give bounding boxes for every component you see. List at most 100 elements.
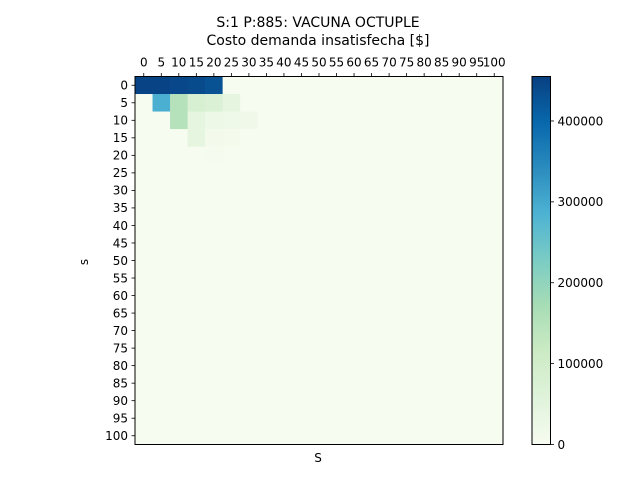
heatmap-cell	[362, 251, 381, 270]
heatmap-cell	[397, 286, 416, 305]
heatmap-cell	[240, 94, 259, 112]
heatmap-cell	[450, 286, 469, 305]
heatmap-cell	[380, 391, 399, 410]
heatmap-cell	[415, 304, 434, 323]
heatmap-cell	[432, 286, 451, 305]
heatmap-cell	[257, 111, 276, 130]
heatmap-cell	[170, 251, 188, 270]
heatmap-cell	[450, 251, 469, 270]
heatmap-cell	[467, 111, 486, 130]
heatmap-cell	[187, 339, 206, 358]
colorbar-tick-label: 300000	[558, 195, 604, 209]
x-tick-label: 95	[469, 56, 484, 70]
heatmap-cell	[257, 234, 276, 253]
heatmap-cell	[135, 199, 153, 218]
heatmap-cell	[135, 321, 153, 340]
heatmap-cell	[467, 94, 486, 112]
heatmap-cell	[415, 426, 434, 445]
heatmap-cell	[240, 409, 259, 428]
heatmap-cell	[205, 234, 224, 253]
heatmap-cell	[327, 129, 346, 147]
heatmap-cell	[467, 129, 486, 147]
heatmap-cell	[485, 111, 504, 130]
heatmap-cell	[327, 111, 346, 130]
y-tick-label: 65	[113, 306, 128, 320]
heatmap-cell	[345, 129, 364, 147]
heatmap-cell	[292, 356, 311, 375]
heatmap-cell	[415, 181, 434, 200]
heatmap-cell	[310, 286, 329, 305]
heatmap-cell	[380, 181, 399, 200]
colorbar-tick-label: 200000	[558, 276, 604, 290]
y-tick-label: 100	[105, 429, 128, 443]
heatmap-cell	[275, 234, 294, 253]
heatmap-cell	[187, 111, 206, 130]
heatmap-cell	[222, 269, 241, 288]
heatmap-cell	[485, 426, 504, 445]
heatmap-cell	[292, 374, 311, 393]
heatmap-cell	[205, 94, 224, 112]
heatmap-cell	[327, 269, 346, 288]
heatmap-cell	[152, 164, 171, 183]
heatmap-cell	[170, 234, 188, 253]
heatmap-cell	[345, 251, 364, 270]
heatmap-cell	[310, 374, 329, 393]
heatmap-cell	[362, 181, 381, 200]
heatmap-cell	[135, 269, 153, 288]
heatmap-cell	[310, 426, 329, 445]
heatmap-cell	[345, 409, 364, 428]
heatmap-cell	[240, 146, 259, 165]
heatmap-cell	[222, 374, 241, 393]
heatmap-cell	[275, 199, 294, 218]
heatmap-cell	[432, 146, 451, 165]
heatmap-cell	[292, 269, 311, 288]
heatmap-cell	[310, 391, 329, 410]
heatmap-cell	[450, 339, 469, 358]
heatmap-cell	[310, 129, 329, 147]
heatmap-cell	[222, 94, 241, 112]
heatmap-cell	[415, 111, 434, 130]
y-tick-label: 25	[113, 166, 128, 180]
chart-title: S:1 P:885: VACUNA OCTUPLE	[216, 15, 419, 31]
heatmap-cell	[275, 216, 294, 235]
y-tick-label: 95	[113, 412, 128, 426]
heatmap-cell	[467, 356, 486, 375]
heatmap-cell	[450, 111, 469, 130]
heatmap-cell	[170, 286, 188, 305]
x-tick-label: 25	[224, 56, 239, 70]
heatmap-cell	[380, 269, 399, 288]
heatmap-cell	[222, 426, 241, 445]
heatmap-cell	[275, 339, 294, 358]
heatmap-cell	[152, 391, 171, 410]
heatmap-cell	[345, 94, 364, 112]
heatmap-cell	[450, 76, 469, 95]
y-tick-label: 50	[113, 254, 128, 268]
heatmap-cell	[397, 269, 416, 288]
heatmap-cell	[485, 216, 504, 235]
heatmap-cell	[170, 339, 188, 358]
heatmap-cell	[135, 94, 153, 112]
heatmap-cell	[257, 251, 276, 270]
heatmap-cell	[310, 164, 329, 183]
heatmap-cell	[327, 374, 346, 393]
heatmap-cell	[187, 409, 206, 428]
heatmap-cell	[222, 234, 241, 253]
heatmap-cell	[450, 356, 469, 375]
heatmap-cell	[310, 304, 329, 323]
heatmap-cell	[397, 234, 416, 253]
x-tick-label: 85	[434, 56, 449, 70]
heatmap-cell	[292, 391, 311, 410]
heatmap-cell	[485, 391, 504, 410]
heatmap-cell	[415, 146, 434, 165]
heatmap-cell	[257, 94, 276, 112]
heatmap-cell	[135, 181, 153, 200]
heatmap-cell	[327, 164, 346, 183]
heatmap-cell	[380, 199, 399, 218]
heatmap-cell	[275, 94, 294, 112]
heatmap-cell	[205, 304, 224, 323]
heatmap-cell	[415, 269, 434, 288]
heatmap-cell	[187, 269, 206, 288]
x-tick-label: 60	[346, 56, 361, 70]
heatmap-cell	[380, 339, 399, 358]
heatmap-cell	[432, 339, 451, 358]
